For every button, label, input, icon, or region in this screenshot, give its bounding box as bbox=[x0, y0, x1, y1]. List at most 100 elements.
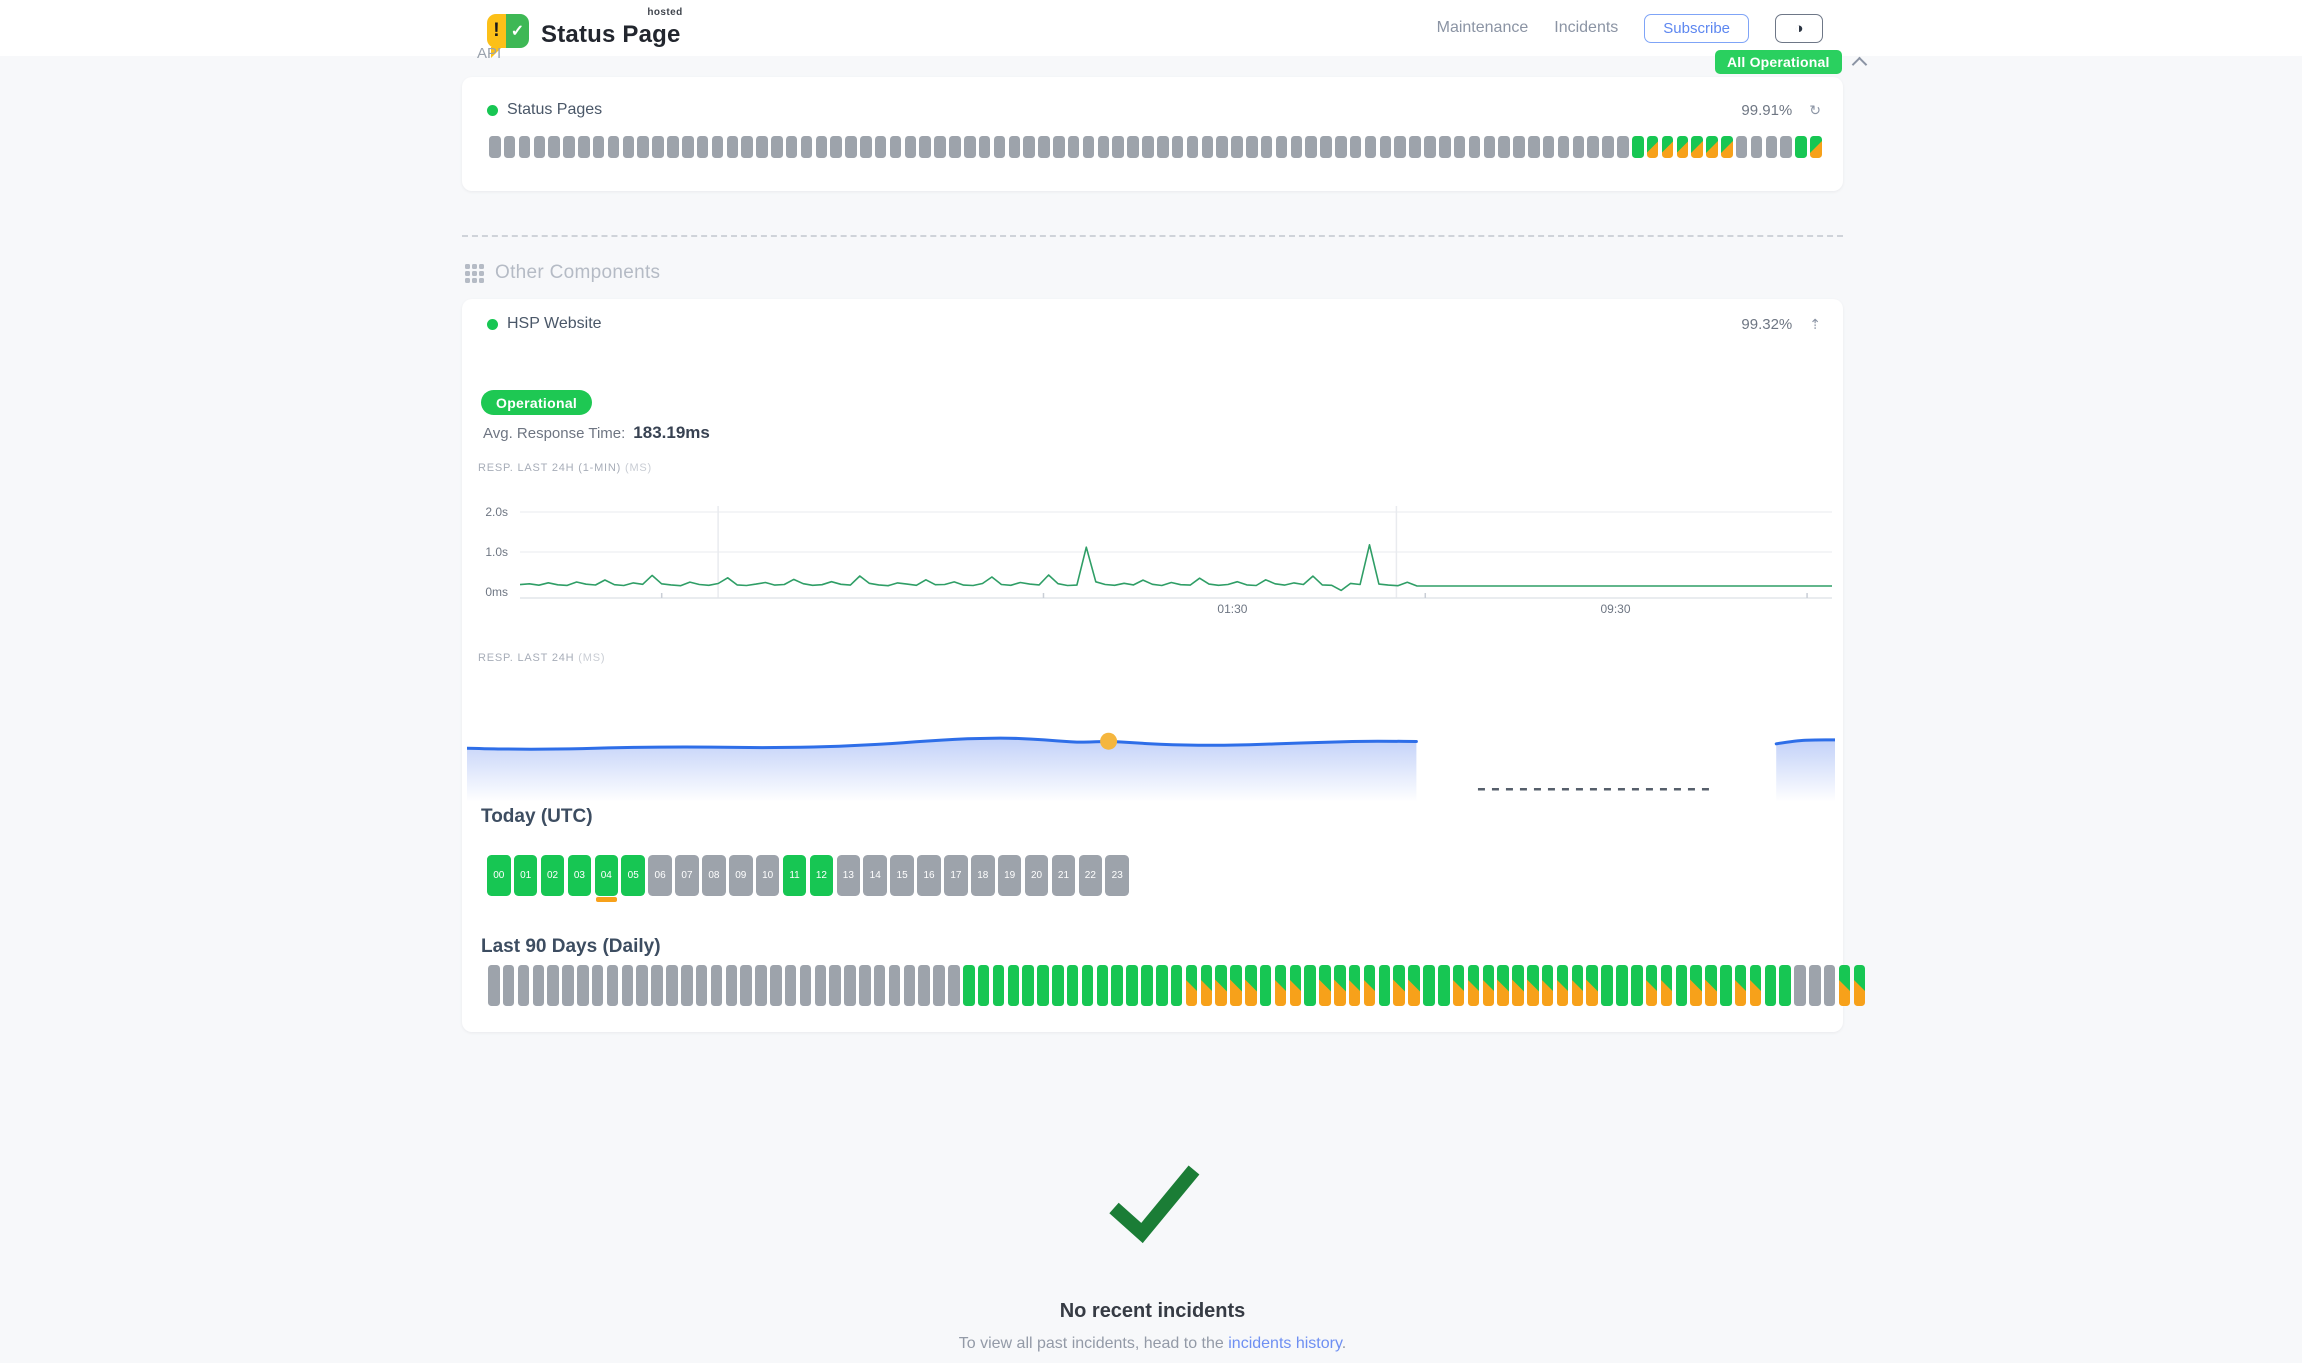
uptime-bar-degraded[interactable] bbox=[1645, 965, 1658, 1006]
uptime-bar-operational[interactable] bbox=[1066, 965, 1079, 1006]
uptime-bar-no-data[interactable] bbox=[1275, 136, 1288, 158]
uptime-bar-no-data[interactable] bbox=[918, 965, 931, 1006]
uptime-bar-no-data[interactable] bbox=[1379, 136, 1392, 158]
uptime-bar-no-data[interactable] bbox=[1231, 136, 1243, 158]
uptime-bar-operational[interactable] bbox=[1795, 136, 1807, 158]
uptime-bar-no-data[interactable] bbox=[1097, 136, 1110, 158]
uptime-bar-no-data[interactable] bbox=[829, 965, 841, 1006]
subscribe-button[interactable]: Subscribe bbox=[1644, 13, 1749, 43]
uptime-bar-no-data[interactable] bbox=[815, 136, 828, 158]
uptime-bar-degraded[interactable] bbox=[1348, 965, 1361, 1006]
uptime-bar-operational[interactable] bbox=[1779, 965, 1791, 1006]
uptime-bar-no-data[interactable] bbox=[1008, 136, 1021, 158]
chevron-up-icon[interactable] bbox=[1851, 56, 1867, 72]
uptime-bar-no-data[interactable] bbox=[889, 136, 902, 158]
uptime-bar-no-data[interactable] bbox=[1528, 136, 1540, 158]
uptime-bar-no-data[interactable] bbox=[696, 136, 709, 158]
uptime-bar-no-data[interactable] bbox=[1498, 136, 1510, 158]
uptime-bar-degraded[interactable] bbox=[1661, 136, 1674, 158]
uptime-bar-no-data[interactable] bbox=[830, 136, 842, 158]
uptime-bar-no-data[interactable] bbox=[710, 965, 723, 1006]
uptime-bar-no-data[interactable] bbox=[591, 965, 604, 1006]
uptime-bar-degraded[interactable] bbox=[1676, 136, 1689, 158]
uptime-bar-no-data[interactable] bbox=[637, 136, 649, 158]
uptime-bar-no-data[interactable] bbox=[725, 965, 738, 1006]
uptime-bar-no-data[interactable] bbox=[1290, 136, 1303, 158]
uptime-bar-operational[interactable] bbox=[1096, 965, 1109, 1006]
uptime-bar-no-data[interactable] bbox=[652, 136, 664, 158]
uptime-bar-no-data[interactable] bbox=[532, 965, 545, 1006]
uptime-bar-no-data[interactable] bbox=[874, 136, 887, 158]
uptime-bar-no-data[interactable] bbox=[1780, 136, 1792, 158]
hour-box-02[interactable]: 02 bbox=[540, 855, 565, 896]
uptime-bar-no-data[interactable] bbox=[636, 965, 648, 1006]
overall-status-badge[interactable]: All Operational bbox=[1715, 50, 1842, 74]
uptime-bar-no-data[interactable] bbox=[1201, 136, 1214, 158]
uptime-bar-no-data[interactable] bbox=[799, 965, 812, 1006]
uptime-bar-no-data[interactable] bbox=[1364, 136, 1377, 158]
uptime-bar-no-data[interactable] bbox=[502, 965, 515, 1006]
uptime-bar-no-data[interactable] bbox=[1542, 136, 1555, 158]
uptime-bar-degraded[interactable] bbox=[1363, 965, 1376, 1006]
uptime-bar-operational[interactable] bbox=[963, 965, 975, 1006]
uptime-bar-degraded[interactable] bbox=[1245, 965, 1257, 1006]
uptime-bar-no-data[interactable] bbox=[1750, 136, 1763, 158]
uptime-bar-no-data[interactable] bbox=[1572, 136, 1585, 158]
hour-box-01[interactable]: 01 bbox=[513, 855, 538, 896]
uptime-bar-no-data[interactable] bbox=[1349, 136, 1362, 158]
uptime-bar-operational[interactable] bbox=[1022, 965, 1034, 1006]
uptime-bar-operational[interactable] bbox=[1007, 965, 1020, 1006]
uptime-bar-no-data[interactable] bbox=[695, 965, 708, 1006]
uptime-bar-no-data[interactable] bbox=[814, 965, 827, 1006]
hour-box-10[interactable]: 10 bbox=[755, 855, 780, 896]
uptime-bar-no-data[interactable] bbox=[1794, 965, 1806, 1006]
uptime-bar-no-data[interactable] bbox=[1587, 136, 1599, 158]
uptime-bar-no-data[interactable] bbox=[933, 965, 945, 1006]
uptime-bar-no-data[interactable] bbox=[711, 136, 724, 158]
uptime-bar-no-data[interactable] bbox=[1453, 136, 1466, 158]
uptime-bar-degraded[interactable] bbox=[1408, 965, 1420, 1006]
uptime-bar-no-data[interactable] bbox=[993, 136, 1006, 158]
uptime-bar-no-data[interactable] bbox=[726, 136, 739, 158]
uptime-bar-no-data[interactable] bbox=[1067, 136, 1080, 158]
uptime-bar-no-data[interactable] bbox=[740, 965, 752, 1006]
uptime-bar-degraded[interactable] bbox=[1705, 965, 1717, 1006]
uptime-bar-degraded[interactable] bbox=[1690, 965, 1702, 1006]
uptime-bar-degraded[interactable] bbox=[1721, 136, 1733, 158]
nav-maintenance[interactable]: Maintenance bbox=[1436, 19, 1529, 36]
uptime-bar-no-data[interactable] bbox=[666, 965, 678, 1006]
uptime-bar-no-data[interactable] bbox=[488, 965, 500, 1006]
uptime-bar-degraded[interactable] bbox=[1215, 965, 1227, 1006]
uptime-bar-degraded[interactable] bbox=[1706, 136, 1718, 158]
uptime-bar-no-data[interactable] bbox=[503, 136, 516, 158]
uptime-bar-degraded[interactable] bbox=[1393, 965, 1406, 1006]
uptime-bar-degraded[interactable] bbox=[1810, 136, 1822, 158]
uptime-bar-no-data[interactable] bbox=[1246, 136, 1258, 158]
uptime-bar-no-data[interactable] bbox=[1602, 136, 1614, 158]
uptime-bar-degraded[interactable] bbox=[1838, 965, 1851, 1006]
uptime-bar-degraded[interactable] bbox=[1482, 965, 1495, 1006]
uptime-bar-no-data[interactable] bbox=[1082, 136, 1095, 158]
uptime-bar-no-data[interactable] bbox=[563, 136, 575, 158]
uptime-bar-no-data[interactable] bbox=[592, 136, 605, 158]
hour-box-23[interactable]: 23 bbox=[1105, 855, 1129, 896]
uptime-bar-degraded[interactable] bbox=[1497, 965, 1509, 1006]
theme-toggle-button[interactable]: ◑ bbox=[1775, 13, 1823, 43]
uptime-bar-no-data[interactable] bbox=[1483, 136, 1496, 158]
uptime-bar-operational[interactable] bbox=[977, 965, 990, 1006]
uptime-bar-degraded[interactable] bbox=[1749, 965, 1762, 1006]
uptime-bar-operational[interactable] bbox=[1126, 965, 1138, 1006]
uptime-bar-operational[interactable] bbox=[1601, 965, 1613, 1006]
uptime-bar-no-data[interactable] bbox=[770, 965, 782, 1006]
uptime-bar-degraded[interactable] bbox=[1185, 965, 1198, 1006]
uptime-bar-operational[interactable] bbox=[1170, 965, 1183, 1006]
hour-box-07[interactable]: 07 bbox=[675, 855, 699, 896]
uptime-bar-no-data[interactable] bbox=[1409, 136, 1421, 158]
uptime-bar-no-data[interactable] bbox=[919, 136, 932, 158]
uptime-bar-no-data[interactable] bbox=[1260, 136, 1273, 158]
uptime-bar-no-data[interactable] bbox=[562, 965, 574, 1006]
uptime-bar-no-data[interactable] bbox=[1142, 136, 1154, 158]
uptime-bar-no-data[interactable] bbox=[756, 136, 768, 158]
hour-box-18[interactable]: 18 bbox=[971, 855, 995, 896]
uptime-bar-operational[interactable] bbox=[1141, 965, 1153, 1006]
